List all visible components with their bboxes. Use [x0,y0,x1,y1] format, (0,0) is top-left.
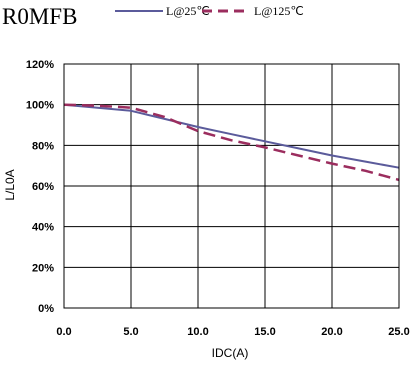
series-line-25c [63,103,400,169]
y-tick-labels: 0% 20% 40% 60% 80% 100% 120% [26,59,54,315]
x-tick-label: 15.0 [254,326,275,338]
y-tick-label: 120% [26,59,54,71]
x-tick-labels: 0.0 5.0 10.0 15.0 20.0 25.0 [56,326,409,338]
series-lines [63,103,400,182]
y-tick-label: 20% [32,262,54,274]
x-tick-label: 0.0 [56,326,71,338]
y-tick-label: 80% [32,140,54,152]
y-axis-label: L/L0A [3,169,17,200]
series-line-125c [63,103,400,182]
legend-label-25c: L@25℃ [166,4,210,18]
y-tick-label: 60% [32,181,54,193]
grid [63,63,400,309]
y-tick-label: 40% [32,222,54,234]
x-tick-label: 5.0 [123,326,138,338]
x-axis-label: IDC(A) [212,346,249,360]
x-tick-label: 25.0 [388,326,409,338]
chart-title: R0MFB [2,4,77,29]
x-tick-label: 10.0 [187,326,208,338]
legend-label-125c: L@125℃ [254,4,304,18]
x-tick-label: 20.0 [321,326,342,338]
plot-frame [63,63,400,309]
legend: L@25℃ L@125℃ [115,4,304,18]
y-tick-label: 100% [26,100,54,112]
y-tick-label: 0% [38,303,54,315]
